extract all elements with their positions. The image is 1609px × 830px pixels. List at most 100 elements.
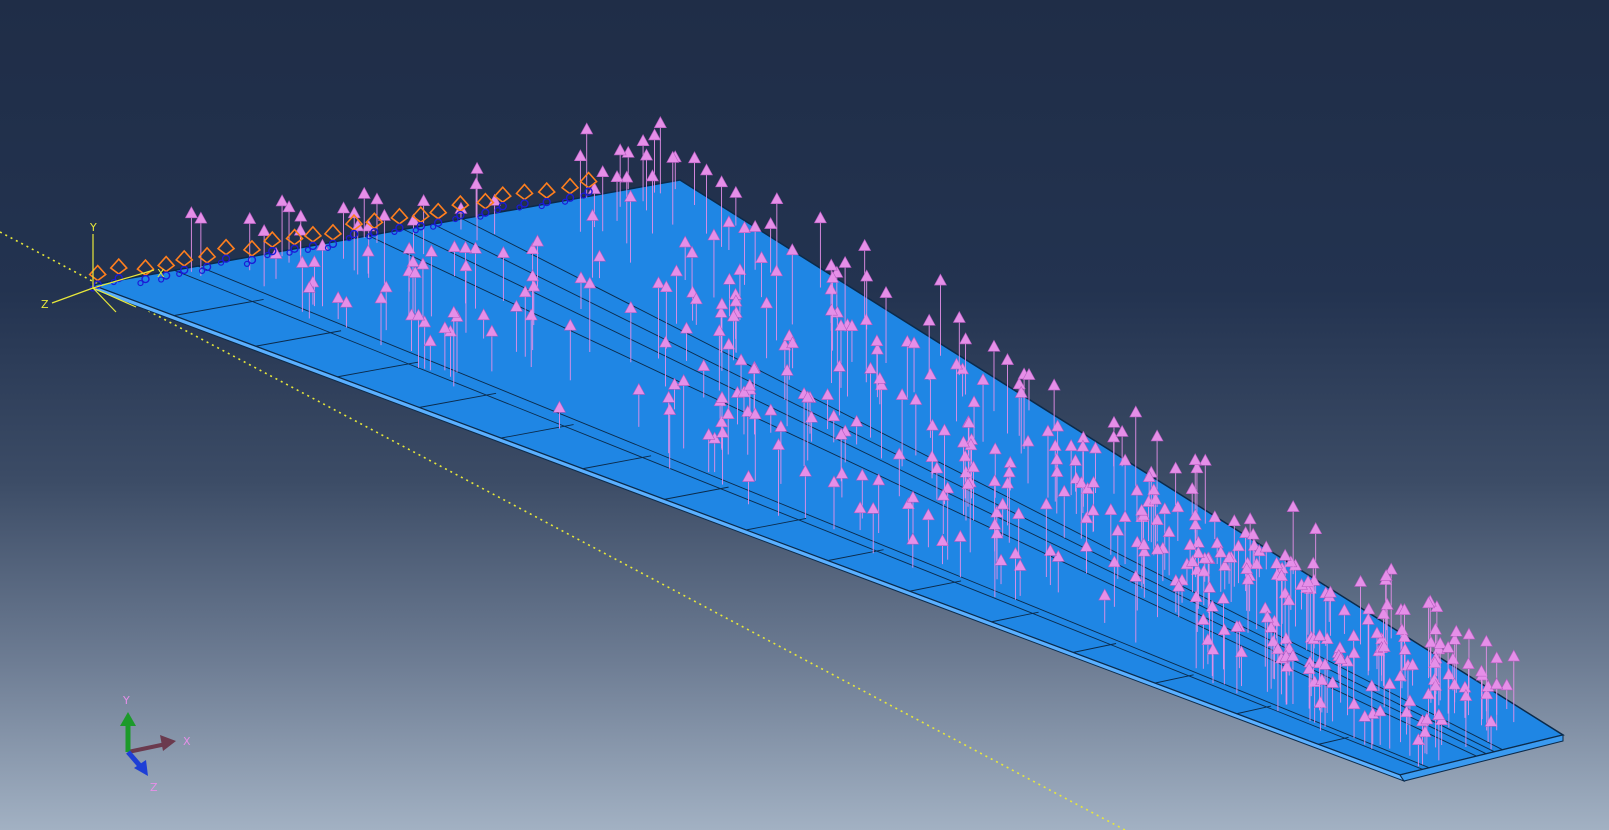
load-arrow xyxy=(1217,623,1231,685)
load-arrow xyxy=(645,169,659,234)
load-arrow xyxy=(743,378,757,416)
load-arrow xyxy=(1012,377,1026,436)
load-arrow xyxy=(1243,512,1257,577)
load-arrow xyxy=(737,385,751,435)
load-arrow xyxy=(1135,503,1149,540)
bc-marker xyxy=(429,202,448,230)
load-arrow xyxy=(1403,694,1417,756)
load-arrow xyxy=(990,505,1004,566)
load-arrow xyxy=(738,221,752,285)
load-arrow xyxy=(1137,537,1151,583)
load-arrow xyxy=(1231,539,1245,584)
load-arrow xyxy=(697,359,711,398)
load-arrow xyxy=(716,425,730,485)
load-arrow xyxy=(424,244,438,317)
load-arrow xyxy=(583,276,597,352)
load-arrow xyxy=(563,318,577,381)
load-arrow xyxy=(967,395,981,439)
load-arrow xyxy=(620,170,634,244)
load-arrow xyxy=(652,276,666,359)
load-arrow xyxy=(805,410,819,442)
load-arrow xyxy=(1074,476,1088,539)
load-arrow xyxy=(1230,619,1244,694)
load-arrow xyxy=(1286,649,1300,704)
load-arrow xyxy=(1449,624,1463,693)
load-arrow xyxy=(574,271,588,310)
load-arrow xyxy=(1507,649,1521,723)
load-arrow xyxy=(834,427,848,482)
bc-marker xyxy=(323,223,343,251)
csys-z-label: Z xyxy=(41,298,49,311)
load-arrow xyxy=(1411,733,1425,767)
load-arrow xyxy=(624,301,638,363)
load-arrow xyxy=(667,377,682,410)
load-arrow xyxy=(1191,546,1205,609)
bc-marker xyxy=(365,212,384,240)
bc-marker xyxy=(451,194,470,223)
load-arrow xyxy=(1442,667,1456,728)
load-arrow xyxy=(936,488,950,534)
load-arrow xyxy=(1490,677,1504,715)
load-arrow xyxy=(1461,657,1475,716)
load-arrow xyxy=(952,310,966,376)
load-arrow xyxy=(339,295,353,328)
load-arrow xyxy=(1286,499,1300,575)
load-arrow xyxy=(1337,603,1351,634)
load-arrow xyxy=(925,418,939,475)
load-arrow xyxy=(824,303,838,384)
bc-marker xyxy=(476,192,495,220)
load-arrow xyxy=(870,334,884,389)
load-arrow xyxy=(423,334,437,371)
load-arrow xyxy=(1383,677,1397,749)
load-arrow xyxy=(1216,591,1230,670)
load-arrow xyxy=(764,216,778,273)
load-arrow xyxy=(509,299,523,352)
load-arrow xyxy=(1104,502,1118,555)
load-arrow xyxy=(850,414,864,445)
load-arrow xyxy=(1013,558,1027,596)
load-arrow xyxy=(866,501,880,554)
load-arrow xyxy=(712,324,726,391)
load-arrow xyxy=(663,402,677,469)
view-triad[interactable]: Y X Z xyxy=(120,694,191,794)
load-arrow xyxy=(921,508,935,548)
load-arrow xyxy=(438,321,452,371)
datum-line xyxy=(0,231,1126,830)
load-arrow xyxy=(1111,523,1125,579)
load-arrow xyxy=(879,285,893,363)
csys-x-label: X xyxy=(157,267,165,280)
load-arrow xyxy=(1347,697,1361,739)
load-arrow xyxy=(722,337,736,409)
load-arrow xyxy=(1418,725,1432,754)
load-arrow xyxy=(1318,657,1332,727)
load-arrow xyxy=(1189,590,1203,669)
load-arrow xyxy=(895,387,909,467)
load-arrow xyxy=(994,553,1008,585)
load-arrow xyxy=(406,254,420,316)
load-arrow xyxy=(1398,642,1412,682)
load-arrow xyxy=(1313,695,1327,731)
load-arrow xyxy=(1022,367,1036,411)
load-arrow xyxy=(1432,708,1446,761)
pressure-load-arrows[interactable] xyxy=(184,116,1521,767)
bc-marker xyxy=(303,225,323,253)
load-arrow xyxy=(988,442,1002,498)
boundary-condition-markers[interactable] xyxy=(88,171,598,292)
load-arrow xyxy=(307,255,321,307)
load-arrow xyxy=(755,251,769,298)
load-arrow xyxy=(477,308,491,339)
load-arrow xyxy=(827,409,841,443)
load-arrow xyxy=(1079,511,1093,574)
load-arrow xyxy=(1142,470,1156,499)
load-arrow xyxy=(734,353,748,398)
load-arrow xyxy=(1441,640,1455,714)
bc-marker xyxy=(263,230,282,259)
load-arrow xyxy=(610,170,624,221)
load-arrow xyxy=(930,461,944,500)
load-arrow xyxy=(1076,439,1090,514)
load-arrow xyxy=(726,309,741,361)
bc-marker xyxy=(390,207,409,235)
load-arrow xyxy=(821,387,835,430)
